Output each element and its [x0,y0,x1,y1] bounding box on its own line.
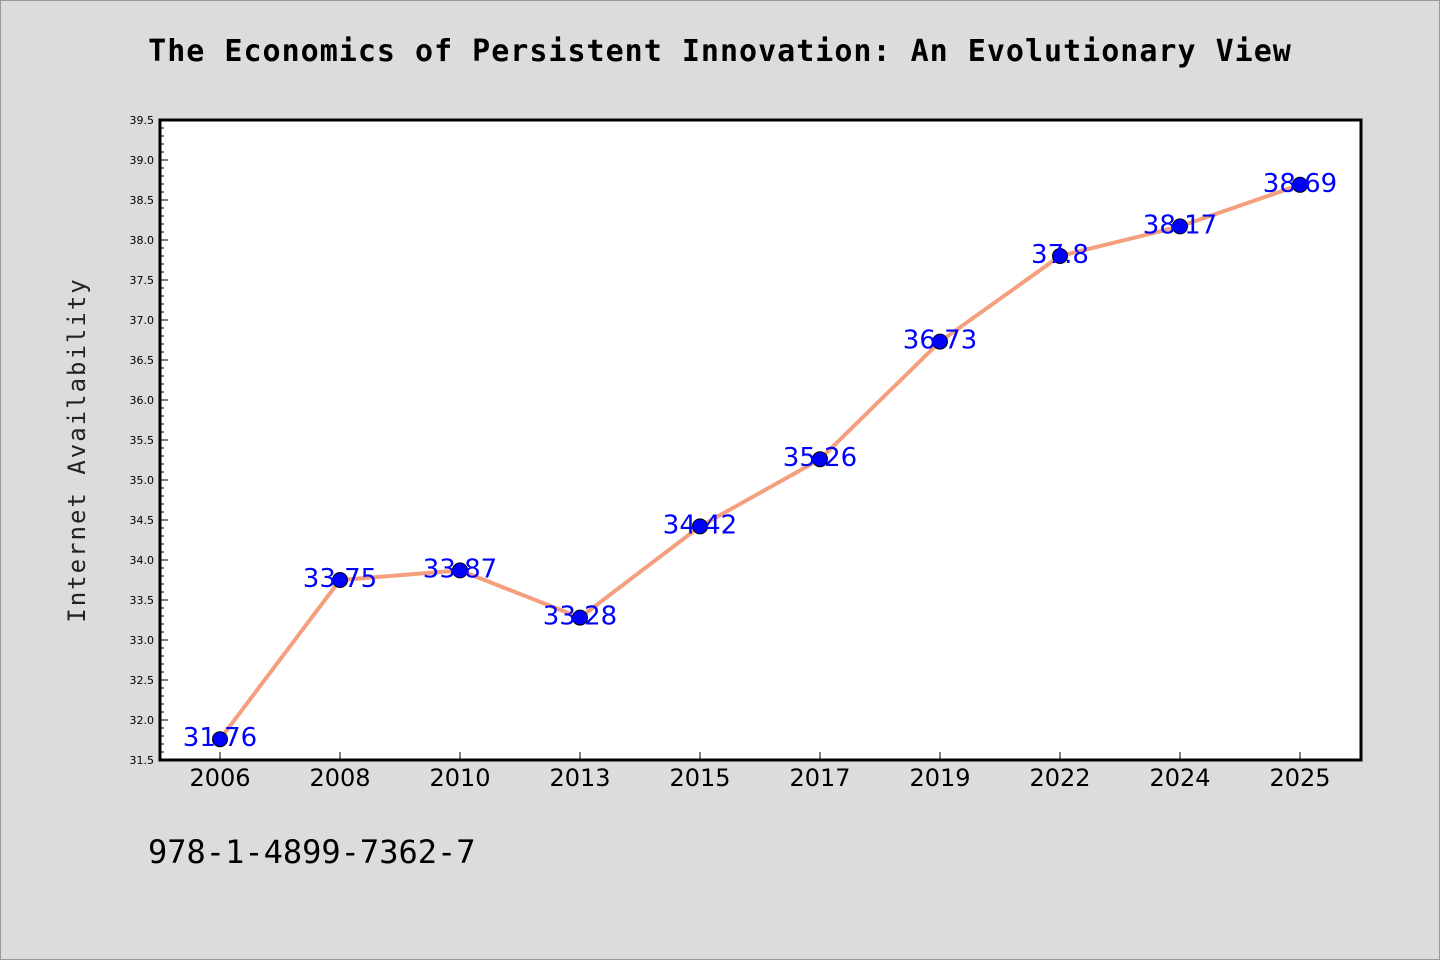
y-tick-label: 37.5 [130,274,155,287]
x-tick-label: 2019 [909,764,970,792]
y-tick-label: 32.0 [130,714,155,727]
data-labels: 31.76 33.75 33.87 33.28 34.42 35.26 36.73 37.8 3… [183,169,1337,753]
data-label: 35.26 [783,443,857,473]
x-tick-label: 2010 [429,764,490,792]
x-tick-label: 2006 [189,764,250,792]
x-tick-label: 2022 [1029,764,1090,792]
data-point [692,518,708,535]
x-tick-label: 2008 [309,764,370,792]
y-tick-label: 38.5 [130,194,155,207]
data-point [212,731,228,748]
data-point [932,333,948,350]
x-axis: 2006 2008 2010 2013 2015 2017 2019 2022 2024 2025 [189,752,1331,792]
data-label: 38.69 [1263,169,1337,199]
x-tick-label: 2025 [1269,764,1330,792]
data-point [572,609,588,626]
data-label: 38.17 [1143,210,1217,240]
x-tick-label: 2015 [669,764,730,792]
data-label: 31.76 [183,723,257,753]
x-tick-label: 2024 [1149,764,1210,792]
data-point [452,562,468,579]
plot-area [160,120,1361,760]
series-line [218,182,1301,741]
y-tick-label: 33.5 [130,594,155,607]
y-tick-label: 35.5 [130,434,155,447]
y-tick-label: 36.5 [130,354,155,367]
y-tick-label: 38.0 [130,234,155,247]
isbn-text: 978-1-4899-7362-7 [148,833,476,871]
y-tick-label: 31.5 [130,754,155,767]
data-label: 33.28 [543,602,617,632]
y-tick-label: 39.0 [130,154,155,167]
data-point [812,451,828,468]
y-tick-label: 36.0 [130,394,155,407]
chart-title: The Economics of Persistent Innovation: … [148,34,1292,69]
y-tick-label: 32.5 [130,674,155,687]
y-tick-label: 35.0 [130,474,155,487]
data-label: 33.87 [423,554,497,584]
plot-frame [158,118,1363,762]
x-tick-label: 2013 [549,764,610,792]
data-point [1172,218,1188,235]
y-tick-label: 33.0 [130,634,155,647]
data-label: 37.8 [1031,240,1089,270]
y-tick-label: 37.0 [130,314,155,327]
x-tick-label: 2017 [789,764,850,792]
y-tick-label: 34.5 [130,514,155,527]
y-tick-label: 39.5 [130,114,155,127]
series [212,176,1308,748]
data-point [1052,248,1068,264]
data-label: 33.75 [303,564,377,594]
data-label: 36.73 [903,326,977,356]
data-point [332,572,348,588]
y-tick-label: 34.0 [130,554,155,567]
data-point [1292,176,1308,193]
data-label: 34.42 [663,510,737,540]
